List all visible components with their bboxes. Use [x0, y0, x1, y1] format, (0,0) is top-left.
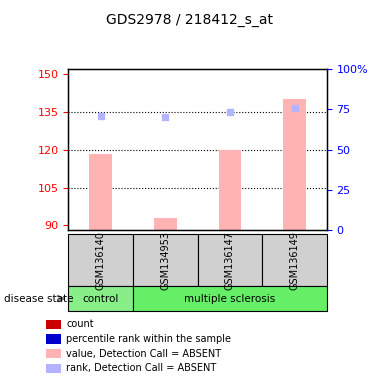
Text: rank, Detection Call = ABSENT: rank, Detection Call = ABSENT	[66, 363, 217, 373]
Text: control: control	[82, 293, 119, 304]
Text: GDS2978 / 218412_s_at: GDS2978 / 218412_s_at	[106, 13, 274, 27]
Text: multiple sclerosis: multiple sclerosis	[184, 293, 276, 304]
Bar	[89, 154, 112, 230]
Text: GSM136149: GSM136149	[290, 231, 299, 290]
Text: percentile rank within the sample: percentile rank within the sample	[66, 334, 231, 344]
Text: disease state: disease state	[4, 293, 73, 304]
Text: value, Detection Call = ABSENT: value, Detection Call = ABSENT	[66, 349, 222, 359]
Bar	[283, 99, 306, 230]
Bar	[218, 150, 241, 230]
Text: count: count	[66, 319, 94, 329]
Text: GSM134953: GSM134953	[160, 231, 170, 290]
Bar	[154, 218, 177, 230]
Text: GSM136147: GSM136147	[225, 231, 235, 290]
Text: GSM136140: GSM136140	[96, 231, 106, 290]
